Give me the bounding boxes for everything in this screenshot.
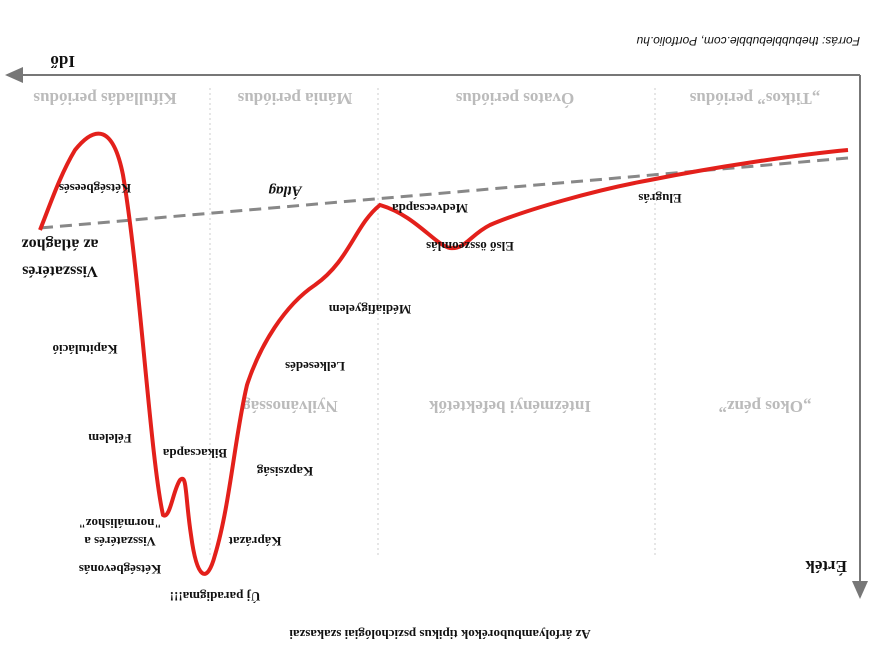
participant-label: „Okos pénz” xyxy=(718,397,811,416)
phase-label: Kifulladás periódus xyxy=(33,89,177,108)
participant-label: Nyilvánosság xyxy=(242,397,338,416)
participant-label: Intézményi befektetők xyxy=(428,397,590,416)
title: Az árfolyambuborékok tipikus pszichológi… xyxy=(289,627,591,642)
curve-label: Visszatérés xyxy=(22,262,98,279)
source: Forrás: thebubblebubble.com, Portfolio.h… xyxy=(636,34,860,48)
curve-label: Lelkesedés xyxy=(285,359,345,374)
curve-label: Első összeomlás xyxy=(426,239,514,254)
curve-label: az átlaghoz xyxy=(22,235,99,252)
bubble-curve xyxy=(38,131,849,576)
y-axis-label: Érték xyxy=(805,557,847,576)
curve-label: Bikacsapda xyxy=(162,446,227,461)
x-axis-label: Idő xyxy=(50,52,75,71)
mean-line xyxy=(39,156,849,230)
curve-label: Félelem xyxy=(88,431,131,446)
curve-label: Kapituláció xyxy=(52,342,117,357)
phase-label: „Titkos” periódus xyxy=(689,89,820,108)
curve-label: Elugrás xyxy=(638,191,681,206)
curve-label: Kétségbeesés xyxy=(59,181,131,196)
curve-label: Kapzsiság xyxy=(256,464,313,479)
curve-label: Káprázat xyxy=(228,534,281,549)
curve-label: Médiafigyelem xyxy=(329,302,411,317)
phase-label: Mánia periódus xyxy=(237,89,352,108)
curve-label: Medvecsapda xyxy=(392,201,468,216)
curve-label: "normálishoz" xyxy=(78,516,161,531)
curve-label: Kétségbevonás xyxy=(79,562,161,577)
phase-label: Óvatos periódus xyxy=(455,89,574,108)
curve-label: Új paradigma!!! xyxy=(170,589,261,604)
curve-label: Visszatérés a xyxy=(84,534,156,549)
mean-label: Átlag xyxy=(268,183,303,200)
rotated-content: Az árfolyambuborékok tipikus pszichológi… xyxy=(5,34,868,642)
dividers xyxy=(209,85,656,555)
